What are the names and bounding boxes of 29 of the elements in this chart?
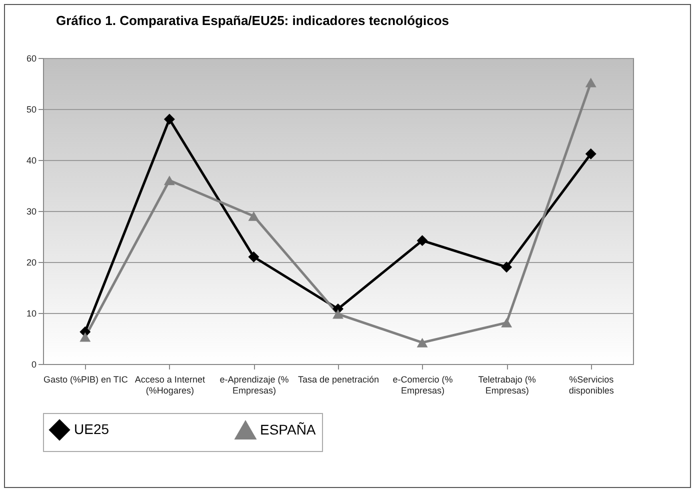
y-tick-label: 0: [31, 360, 36, 370]
chart-title: Gráfico 1. Comparativa España/EU25: indicadores tecnológicos: [56, 13, 450, 28]
y-tick-label: 20: [26, 258, 36, 268]
legend-label: UE25: [74, 420, 110, 437]
y-tick-label: 40: [26, 156, 36, 166]
x-tick-label: Teletrabajo (% Empresas): [478, 374, 536, 396]
point: [332, 309, 344, 319]
y-tick-label: 60: [26, 54, 36, 64]
point: [501, 262, 512, 273]
y-tick-label: 10: [26, 308, 36, 318]
point: [164, 114, 175, 125]
x-tick-label: e-Aprendizaje (% Empresas): [220, 374, 289, 396]
point: [585, 148, 596, 160]
point: [501, 318, 512, 328]
x-tick-label: e-Comercio (% Empresas): [392, 374, 453, 396]
point: [80, 332, 91, 342]
x-tick-label: Gasto (%PIB) en TIC: [43, 374, 128, 384]
legend-label: ESPAÑA: [260, 422, 316, 438]
y-tick-label: 50: [26, 104, 36, 114]
point: [585, 78, 596, 88]
x-tick-label: Tasa de penetración: [298, 374, 380, 384]
point: [416, 338, 428, 348]
x-tick-label: Acceso a Internet (%Hogares): [134, 374, 206, 396]
point: [164, 176, 175, 186]
point: [248, 211, 260, 221]
point: [416, 235, 428, 246]
y-tick-label: 30: [26, 206, 36, 216]
point: [248, 251, 260, 262]
x-tick-label: %Servicios disponibles: [568, 374, 614, 396]
